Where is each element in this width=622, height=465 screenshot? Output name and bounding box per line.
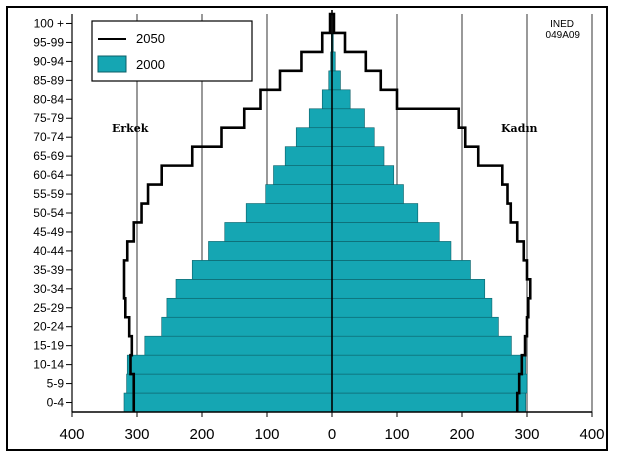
legend-label-2050: 2050 (136, 31, 165, 46)
bar-male-2000 (166, 297, 333, 318)
bar-male-2000 (308, 108, 333, 129)
y-tick-label: 5-9 (47, 377, 65, 391)
population-pyramid-chart: 0-4 5-9 10-14 15-19 20-24 25-29 30-34 35-39 40-4… (33, 10, 605, 443)
y-tick-label: 20-24 (33, 320, 64, 334)
x-tick-label: 200 (189, 426, 214, 443)
bar-male-2000 (144, 335, 333, 356)
x-tick-label: 100 (384, 426, 409, 443)
legend-label-2000: 2000 (136, 57, 165, 72)
outline-female-2050 (332, 12, 532, 412)
legend-swatch-2000 (97, 55, 127, 73)
bar-male-2000 (284, 146, 333, 166)
bar-male-2000 (224, 222, 333, 242)
outline-male-2050 (122, 12, 332, 412)
y-tick-label: 55-59 (33, 187, 64, 201)
y-tick-label: 100 + (34, 16, 64, 30)
y-tick-label: 50-54 (33, 206, 64, 220)
x-tick-label: 400 (579, 426, 604, 443)
bar-male-2000 (123, 392, 333, 413)
bar-female-2000 (331, 241, 452, 261)
y-tick-label: 35-39 (33, 263, 64, 277)
bar-female-2000 (331, 70, 341, 91)
y-tick-label: 80-84 (33, 92, 64, 106)
corner-note-line-1: INED (550, 19, 574, 30)
bar-male-2000 (295, 127, 333, 147)
corner-note-line-2: 049A09 (546, 30, 581, 41)
y-tick-label: 85-89 (33, 73, 64, 87)
y-tick-label: 65-69 (33, 149, 64, 163)
bar-female-2000 (331, 354, 526, 375)
bar-female-2000 (331, 373, 528, 394)
x-tick-label: 200 (449, 426, 474, 443)
left-side-label: Erkek (112, 122, 149, 135)
y-tick-label: 10-14 (33, 358, 64, 372)
y-tick-label: 40-44 (33, 244, 64, 258)
bar-female-2000 (331, 260, 471, 280)
bar-female-2000 (331, 335, 512, 356)
y-tick-label: 70-74 (33, 130, 64, 144)
bar-female-2000 (331, 127, 375, 147)
bar-female-2000 (331, 279, 486, 299)
bar-male-2000 (265, 184, 333, 204)
x-tick-label: 100 (254, 426, 279, 443)
bar-female-2000 (331, 108, 365, 129)
bar-male-2000 (208, 241, 333, 261)
bar-female-2000 (331, 316, 499, 337)
bar-male-2000 (245, 203, 333, 223)
bar-female-2000 (331, 203, 419, 223)
x-tick-label: 0 (328, 426, 336, 443)
y-tick-label: 60-64 (33, 168, 64, 182)
bar-male-2000 (273, 165, 333, 185)
x-tick-labels: 400 300 200 100 0 100 200 300 400 (59, 412, 605, 443)
legend: 2050 2000 (91, 20, 253, 82)
bar-male-2000 (126, 354, 333, 375)
bar-female-2000 (331, 184, 404, 204)
bar-female-2000 (331, 165, 395, 185)
x-tick-label: 300 (514, 426, 539, 443)
bar-female-2000 (331, 297, 493, 318)
y-tick-label: 75-79 (33, 111, 64, 125)
bar-male-2000 (191, 260, 333, 280)
bar-female-2000 (331, 222, 440, 242)
x-tick-label: 300 (124, 426, 149, 443)
chart-frame: 0-4 5-9 10-14 15-19 20-24 25-29 30-34 35-39 40-4… (6, 6, 608, 451)
bar-male-2000 (161, 316, 333, 337)
y-tick-label: 25-29 (33, 301, 64, 315)
y-tick-label: 95-99 (33, 35, 64, 49)
bar-female-2000 (331, 146, 385, 166)
y-tick-label: 30-34 (33, 282, 64, 296)
y-tick-label: 0-4 (47, 396, 65, 410)
y-tick-label: 45-49 (33, 225, 64, 239)
x-tick-label: 400 (59, 426, 84, 443)
bar-male-2000 (126, 373, 333, 394)
bar-female-2000 (331, 392, 526, 413)
bar-male-2000 (321, 89, 333, 110)
y-tick-label: 90-94 (33, 54, 64, 68)
outline-2050 (122, 12, 532, 412)
y-tick-label: 15-19 (33, 339, 64, 353)
bar-male-2000 (175, 279, 333, 299)
right-side-label: Kadın (501, 122, 538, 135)
bars-2000 (123, 32, 528, 413)
bar-female-2000 (331, 89, 351, 110)
y-tick-labels: 0-4 5-9 10-14 15-19 20-24 25-29 30-34 35-39 40-4… (33, 16, 72, 410)
